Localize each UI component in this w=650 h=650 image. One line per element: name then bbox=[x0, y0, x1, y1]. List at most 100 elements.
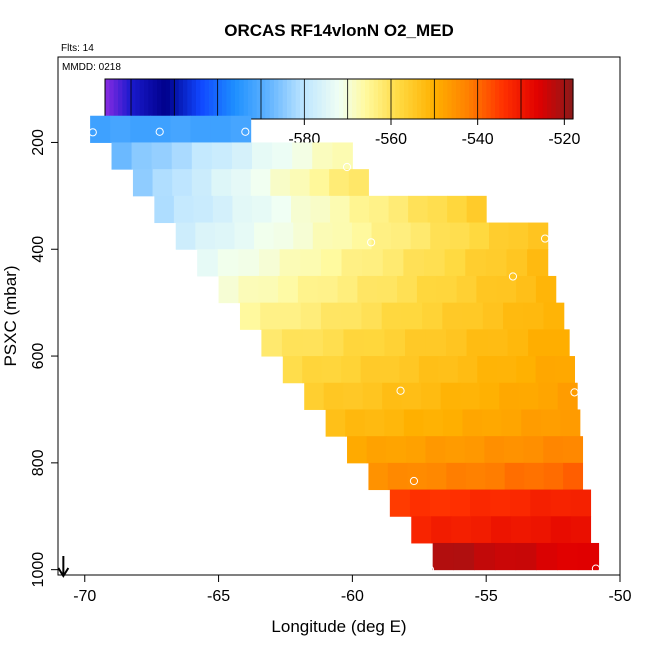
x-tick-label: -60 bbox=[341, 588, 364, 605]
colorbar-segment bbox=[486, 79, 492, 119]
colorbar-segment bbox=[191, 79, 197, 119]
colorbar-segment bbox=[139, 79, 145, 119]
colorbar-segment bbox=[204, 79, 210, 119]
heatmap-cell bbox=[560, 409, 581, 437]
colorbar-segment bbox=[382, 79, 388, 119]
heatmap-cell bbox=[464, 436, 485, 464]
colorbar-segment bbox=[499, 79, 505, 119]
heatmap-cell bbox=[450, 489, 471, 517]
heatmap-cell bbox=[469, 222, 490, 250]
heatmap-cell bbox=[110, 115, 131, 143]
x-tick-label: -65 bbox=[207, 588, 230, 605]
heatmap-cell bbox=[570, 489, 592, 517]
heatmap-cell bbox=[477, 356, 498, 384]
heatmap-cell bbox=[310, 195, 331, 224]
heatmap-cell bbox=[422, 302, 443, 330]
colorbar-segment bbox=[430, 79, 435, 119]
heatmap-cell bbox=[449, 222, 470, 250]
heatmap-cell bbox=[550, 516, 572, 544]
heatmap-cell bbox=[460, 382, 481, 410]
heatmap-cell bbox=[430, 222, 451, 250]
heatmap-cell bbox=[360, 356, 381, 384]
colorbar-segment bbox=[425, 79, 431, 119]
heatmap-cell bbox=[258, 275, 279, 304]
heatmap-cell bbox=[280, 302, 302, 330]
colorbar-segment bbox=[564, 79, 570, 119]
colorbar-segment bbox=[126, 79, 132, 119]
heatmap-cell bbox=[399, 356, 420, 384]
heatmap-cell bbox=[535, 275, 557, 304]
heatmap-cell bbox=[369, 195, 390, 224]
colorbar-segment bbox=[230, 79, 236, 119]
heatmap-cell bbox=[543, 436, 564, 464]
colorbar-segment bbox=[330, 79, 336, 119]
colorbar-segment bbox=[360, 79, 366, 119]
colorbar-segment bbox=[412, 79, 418, 119]
heatmap-cell bbox=[524, 462, 545, 491]
colorbar-segment bbox=[148, 79, 154, 119]
heatmap-cell bbox=[490, 516, 512, 544]
heatmap-cell bbox=[302, 356, 323, 384]
y-tick-label: 200 bbox=[30, 129, 47, 156]
heatmap-cell bbox=[302, 329, 324, 357]
heatmap-cell bbox=[351, 222, 373, 250]
colorbar-segment bbox=[378, 79, 383, 119]
heatmap-cell bbox=[436, 275, 458, 304]
sample-point bbox=[88, 128, 97, 137]
colorbar-segment bbox=[547, 79, 552, 119]
heatmap-cell bbox=[325, 409, 346, 437]
colorbar-segment bbox=[343, 79, 349, 119]
colorbar-segment bbox=[525, 79, 531, 119]
heatmap-cell bbox=[429, 489, 451, 517]
heatmap-cell bbox=[362, 249, 384, 277]
heatmap-cell bbox=[577, 542, 600, 571]
heatmap-cell bbox=[494, 542, 517, 571]
heatmap-cell bbox=[197, 249, 219, 277]
heatmap-cell bbox=[362, 382, 383, 410]
heatmap-cell bbox=[341, 302, 362, 330]
heatmap-cell bbox=[538, 382, 559, 410]
colorbar-segment bbox=[560, 79, 565, 119]
colorbar-segment bbox=[183, 79, 188, 119]
colorbar-segment bbox=[304, 79, 310, 119]
heatmap-cell bbox=[528, 329, 550, 357]
colorbar-segment bbox=[373, 79, 379, 119]
heatmap-cell bbox=[191, 142, 213, 170]
sample-point bbox=[591, 564, 601, 573]
heatmap-cell bbox=[508, 222, 529, 250]
x-axis-label: Longitude (deg E) bbox=[271, 617, 406, 636]
heatmap-cell bbox=[384, 409, 405, 437]
heatmap-cell bbox=[347, 436, 368, 464]
heatmap-cell bbox=[297, 275, 319, 304]
colorbar-segment bbox=[464, 79, 470, 119]
heatmap-cell bbox=[451, 516, 472, 544]
heatmap-cell bbox=[432, 542, 454, 571]
heatmap-cell bbox=[462, 302, 484, 330]
heatmap-cell bbox=[418, 356, 439, 384]
heatmap-cell bbox=[403, 249, 425, 277]
heatmap-cell bbox=[214, 222, 235, 250]
heatmap-cell bbox=[210, 115, 232, 143]
heatmap-cell bbox=[171, 142, 193, 170]
colorbar-segment bbox=[542, 79, 548, 119]
heatmap-cell bbox=[368, 462, 389, 491]
heatmap-cell bbox=[250, 169, 271, 197]
heatmap-cell bbox=[442, 409, 464, 437]
heatmap-cell bbox=[548, 329, 570, 357]
x-tick-label: -55 bbox=[475, 588, 498, 605]
colorbar-segment bbox=[408, 79, 414, 119]
flights-label: Flts: 14 bbox=[61, 43, 94, 54]
x-tick-label: -50 bbox=[608, 588, 631, 605]
heatmap-cell bbox=[343, 329, 365, 357]
heatmap-cell bbox=[474, 542, 496, 571]
heatmap-cell bbox=[470, 489, 491, 517]
colorbar-segment bbox=[421, 79, 427, 119]
sample-point bbox=[508, 272, 518, 281]
heatmap-cell bbox=[111, 142, 133, 170]
colorbar-segment bbox=[551, 79, 557, 119]
heatmap-cell bbox=[416, 275, 438, 304]
colorbar-segment bbox=[516, 79, 522, 119]
heatmap-cell bbox=[363, 329, 385, 357]
colorbar-segment bbox=[144, 79, 149, 119]
